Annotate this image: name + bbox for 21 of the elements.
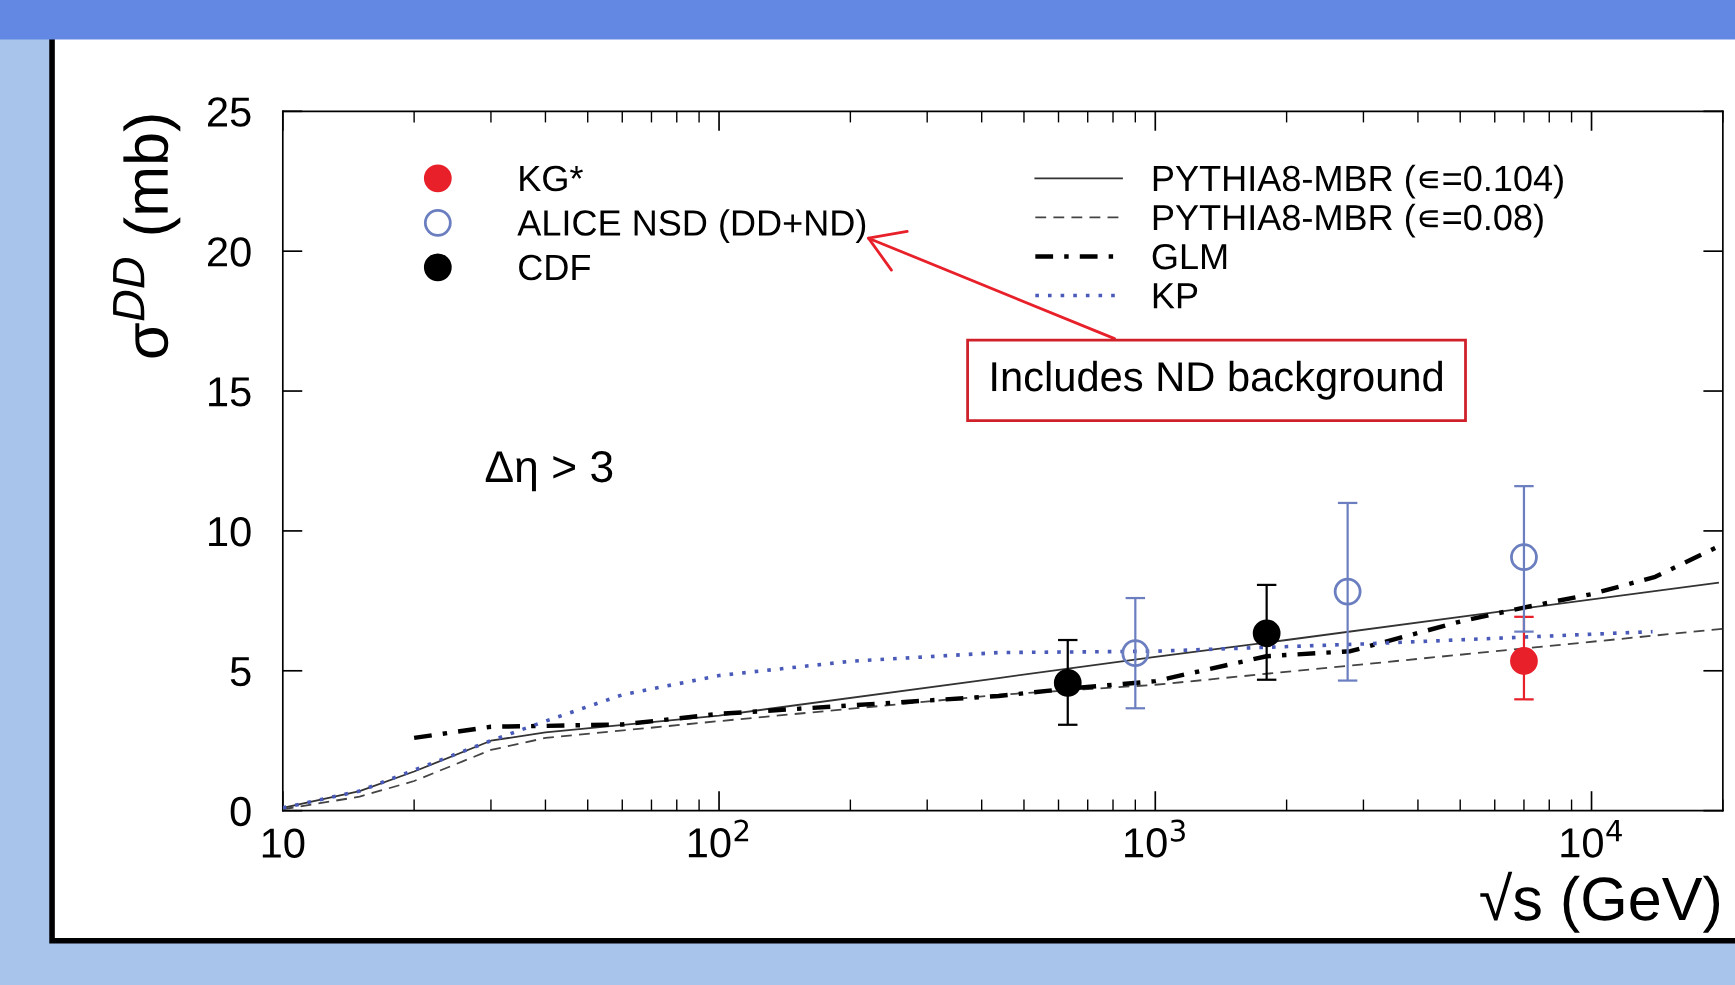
legend-label: PYTHIA8-MBR (∊=0.104) [1153, 164, 1563, 199]
legend-label: GLM [1152, 243, 1227, 270]
legend-label: ALICE NSD (DD+ND) [517, 209, 866, 243]
x-tick-label: 10$^{4}$ [1561, 820, 1622, 858]
y-axis-title: σ$^{DD}$ (mb) [113, 115, 181, 358]
legend-label: CDF [519, 254, 591, 281]
annotation: Includes ND background [992, 360, 1443, 400]
x-tick-label: 10 [262, 828, 305, 858]
y-tick-label: 15 [209, 377, 251, 407]
x-tick-label: 10$^{3}$ [1125, 819, 1185, 858]
x-axis-title: √s (GeV) [1480, 871, 1720, 933]
y-tick-label: 20 [208, 237, 251, 267]
y-tick-label: 25 [208, 97, 251, 127]
annotation: Δη > 3 [485, 450, 613, 492]
y-tick-label: 10 [209, 516, 251, 547]
legend-label: PYTHIA8-MBR (∊=0.08) [1153, 203, 1543, 238]
legend-label: KP [1153, 283, 1198, 309]
y-tick-label: 0 [230, 796, 251, 827]
y-tick-label: 5 [230, 657, 251, 687]
x-tick-label: 10$^{2}$ [688, 819, 749, 858]
legend-label: KG* [520, 165, 583, 192]
